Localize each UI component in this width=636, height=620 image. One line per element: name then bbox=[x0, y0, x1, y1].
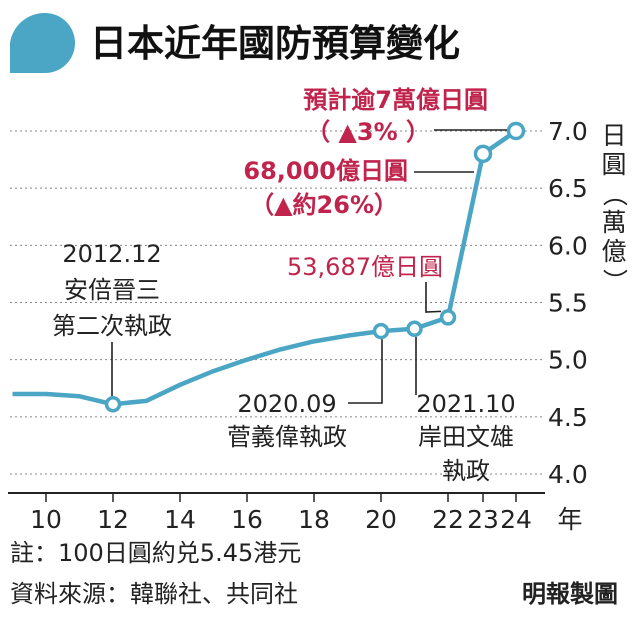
abe-name-label: 安倍晉三 bbox=[64, 276, 160, 304]
data-point-2021 bbox=[406, 320, 423, 338]
source-note: 資料來源：韓聯社、共同社 bbox=[10, 580, 298, 608]
y-tick-label: 4.5 bbox=[548, 403, 588, 432]
x-tick-label: 23 bbox=[467, 505, 499, 534]
leader-2022 bbox=[425, 282, 442, 313]
kishida-name-label: 岸田文雄 bbox=[418, 423, 514, 451]
suga-date-label: 2020.09 bbox=[237, 390, 336, 418]
y-axis-label-char: 圓 bbox=[601, 150, 626, 179]
y-axis-label-char: 萬 bbox=[601, 208, 626, 237]
change-2023-label: （▲約26%） bbox=[250, 191, 398, 219]
x-axis-label: 年 bbox=[557, 505, 582, 534]
footnote: 註：100日圓約兑5.45港元 bbox=[10, 539, 301, 567]
y-tick-label: 5.5 bbox=[548, 289, 588, 318]
series-line bbox=[12, 129, 518, 407]
y-axis-label-char: 億 bbox=[601, 237, 626, 266]
y-tick-label: 6.5 bbox=[548, 174, 588, 203]
data-point-2012 bbox=[104, 396, 122, 413]
chart-title: 日本近年國防預算變化 bbox=[90, 22, 460, 65]
y-tick-label: 7.0 bbox=[548, 117, 588, 146]
x-tick-label: 18 bbox=[298, 505, 330, 534]
data-point-2022 bbox=[439, 309, 457, 326]
change-2024-label: （ ▲3% ） bbox=[306, 118, 430, 146]
y-axis-label-char: （ bbox=[600, 181, 629, 206]
data-point-2020 bbox=[372, 322, 390, 340]
credit-label: 明報製圖 bbox=[522, 580, 618, 608]
value-2022-label: 53,687億日圓 bbox=[287, 253, 443, 281]
x-tick-label: 10 bbox=[30, 505, 62, 534]
abe-term-label: 第二次執政 bbox=[52, 312, 172, 340]
y-axis-label: 日圓（萬億） bbox=[600, 121, 629, 294]
kishida-date-label: 2021.10 bbox=[416, 390, 515, 418]
footer: 註：100日圓約兑5.45港元 資料來源：韓聯社、共同社 明報製圖 bbox=[10, 539, 618, 608]
data-point-2024 bbox=[506, 121, 526, 141]
x-tick-label: 16 bbox=[231, 505, 263, 534]
y-axis-label-char: ） bbox=[600, 268, 629, 293]
suga-term-label: 菅義偉執政 bbox=[227, 423, 347, 451]
x-tick-label: 12 bbox=[97, 505, 129, 534]
kishida-term-label: 執政 bbox=[442, 457, 490, 485]
y-tick-label: 5.0 bbox=[548, 346, 588, 375]
x-tick-label: 14 bbox=[164, 505, 196, 534]
y-axis-ticks: 7.0 6.5 6.0 5.5 5.0 4.5 4.0 bbox=[548, 117, 588, 489]
x-tick-label: 24 bbox=[500, 505, 532, 534]
gridlines bbox=[10, 130, 545, 475]
value-2023-label: 68,000億日圓 bbox=[243, 157, 408, 185]
y-tick-label: 4.0 bbox=[548, 460, 588, 489]
title-block: 日本近年國防預算變化 bbox=[10, 12, 460, 73]
budget-series bbox=[12, 121, 526, 413]
abe-date-label: 2012.12 bbox=[62, 240, 161, 268]
speech-bubble-icon bbox=[10, 12, 75, 73]
leader-suga bbox=[348, 339, 383, 404]
leader-2024 bbox=[434, 123, 517, 131]
x-tick-label: 22 bbox=[432, 505, 464, 534]
value-2024-label: 預計逾7萬億日圓 bbox=[303, 86, 488, 114]
data-point-2023 bbox=[473, 144, 493, 164]
annotations: 2012.12 安倍晉三 第二次執政 2020.09 菅義偉執政 2021.10… bbox=[52, 86, 516, 485]
x-tick-label: 20 bbox=[365, 505, 397, 534]
y-tick-label: 6.0 bbox=[548, 231, 588, 260]
y-axis-label-char: 日 bbox=[601, 121, 626, 150]
x-axis: 10 12 14 16 18 20 22 23 24 年 bbox=[8, 492, 583, 534]
